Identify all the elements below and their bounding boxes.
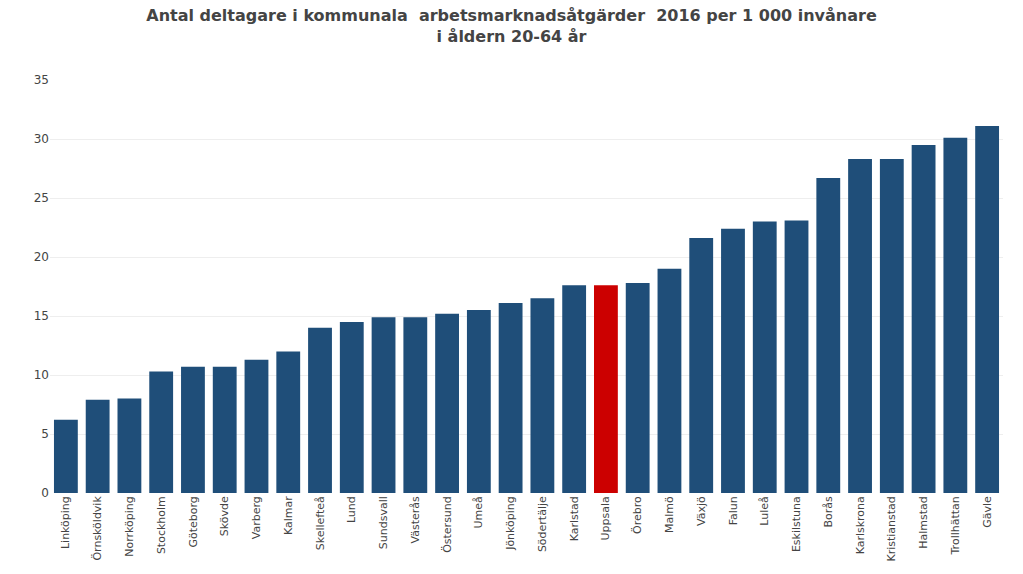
svg-text:Örebro: Örebro xyxy=(631,496,644,534)
svg-text:15: 15 xyxy=(34,309,49,323)
svg-text:5: 5 xyxy=(41,427,49,441)
svg-text:Lund: Lund xyxy=(345,496,358,523)
svg-text:Gävle: Gävle xyxy=(981,496,994,528)
svg-text:Umeå: Umeå xyxy=(472,496,485,528)
svg-text:10: 10 xyxy=(34,368,49,382)
svg-text:Sundsvall: Sundsvall xyxy=(377,496,390,549)
svg-text:Västerås: Västerås xyxy=(409,496,422,543)
svg-text:Kristianstad: Kristianstad xyxy=(885,496,898,561)
svg-text:Karlskrona: Karlskrona xyxy=(854,496,867,554)
svg-text:Karlstad: Karlstad xyxy=(568,496,581,541)
svg-text:Antal deltagare i kommunala a: Antal deltagare i kommunala arbetsmarkna… xyxy=(146,6,877,46)
svg-text:Trollhättan: Trollhättan xyxy=(949,496,962,555)
svg-text:Norrköping: Norrköping xyxy=(123,496,136,557)
svg-text:Eskilstuna: Eskilstuna xyxy=(790,496,803,552)
svg-text:Luleå: Luleå xyxy=(758,496,771,525)
svg-text:Växjö: Växjö xyxy=(695,496,708,526)
svg-text:Malmö: Malmö xyxy=(663,496,676,533)
svg-text:Uppsala: Uppsala xyxy=(599,496,612,540)
svg-text:Jönköping: Jönköping xyxy=(504,496,517,551)
svg-text:25: 25 xyxy=(34,191,49,205)
svg-text:Örnsköldvik: Örnsköldvik xyxy=(91,496,104,561)
svg-text:35: 35 xyxy=(34,73,49,87)
svg-text:0: 0 xyxy=(41,486,49,500)
svg-text:20: 20 xyxy=(34,250,49,264)
svg-text:30: 30 xyxy=(34,132,49,146)
svg-text:Halmstad: Halmstad xyxy=(917,496,930,549)
svg-text:Linköping: Linköping xyxy=(59,496,72,549)
svg-text:Göteborg: Göteborg xyxy=(187,496,200,547)
svg-text:Varberg: Varberg xyxy=(250,496,263,539)
svg-text:Södertälje: Södertälje xyxy=(536,496,549,552)
svg-text:Falun: Falun xyxy=(727,496,740,525)
svg-text:Stockholm: Stockholm xyxy=(155,496,168,554)
svg-text:Kalmar: Kalmar xyxy=(282,496,295,535)
svg-text:Skellefteå: Skellefteå xyxy=(314,496,327,550)
svg-text:Östersund: Östersund xyxy=(441,496,454,553)
svg-text:Borås: Borås xyxy=(822,496,835,528)
svg-text:Skövde: Skövde xyxy=(218,496,231,536)
